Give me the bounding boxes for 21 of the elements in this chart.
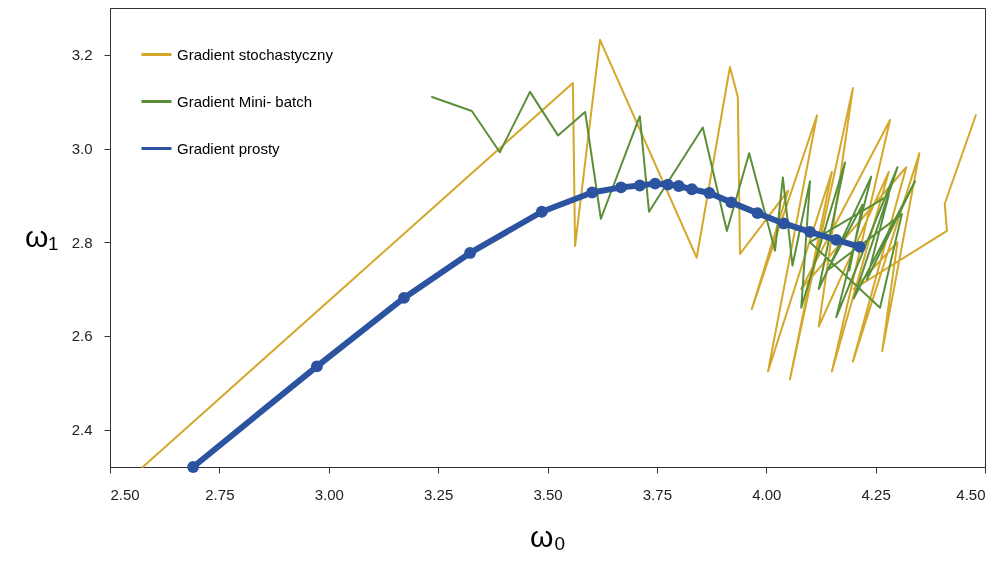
x-tick-label: 2.75 <box>205 485 235 503</box>
x-axis-title: ω₀ <box>530 519 566 553</box>
x-tick-label: 3.50 <box>533 485 563 503</box>
x-tick-label: 3.00 <box>314 485 344 503</box>
x-tick-label: 2.50 <box>110 485 140 503</box>
x-tick-label: 3.75 <box>642 485 672 503</box>
y-tick-label: 2.4 <box>71 421 93 439</box>
legend-label: Gradient prosty <box>177 139 281 157</box>
y-tick-label: 2.6 <box>71 327 93 345</box>
x-tick-label: 4.25 <box>861 485 891 503</box>
x-tick-label: 4.00 <box>752 485 782 503</box>
x-tick-label: 3.25 <box>424 485 454 503</box>
line-series <box>431 90 916 319</box>
y-tick-label: 3.2 <box>71 46 93 64</box>
x-tick-label: 4.50 <box>956 485 986 503</box>
y-tick-label: 3.0 <box>71 140 93 158</box>
y-axis-title: ω₁ <box>24 220 59 253</box>
legend-label: Gradient stochastyczny <box>177 45 334 63</box>
line-series <box>141 38 977 468</box>
legend-label: Gradient Mini- batch <box>177 92 313 110</box>
y-tick-label: 2.8 <box>71 233 93 251</box>
